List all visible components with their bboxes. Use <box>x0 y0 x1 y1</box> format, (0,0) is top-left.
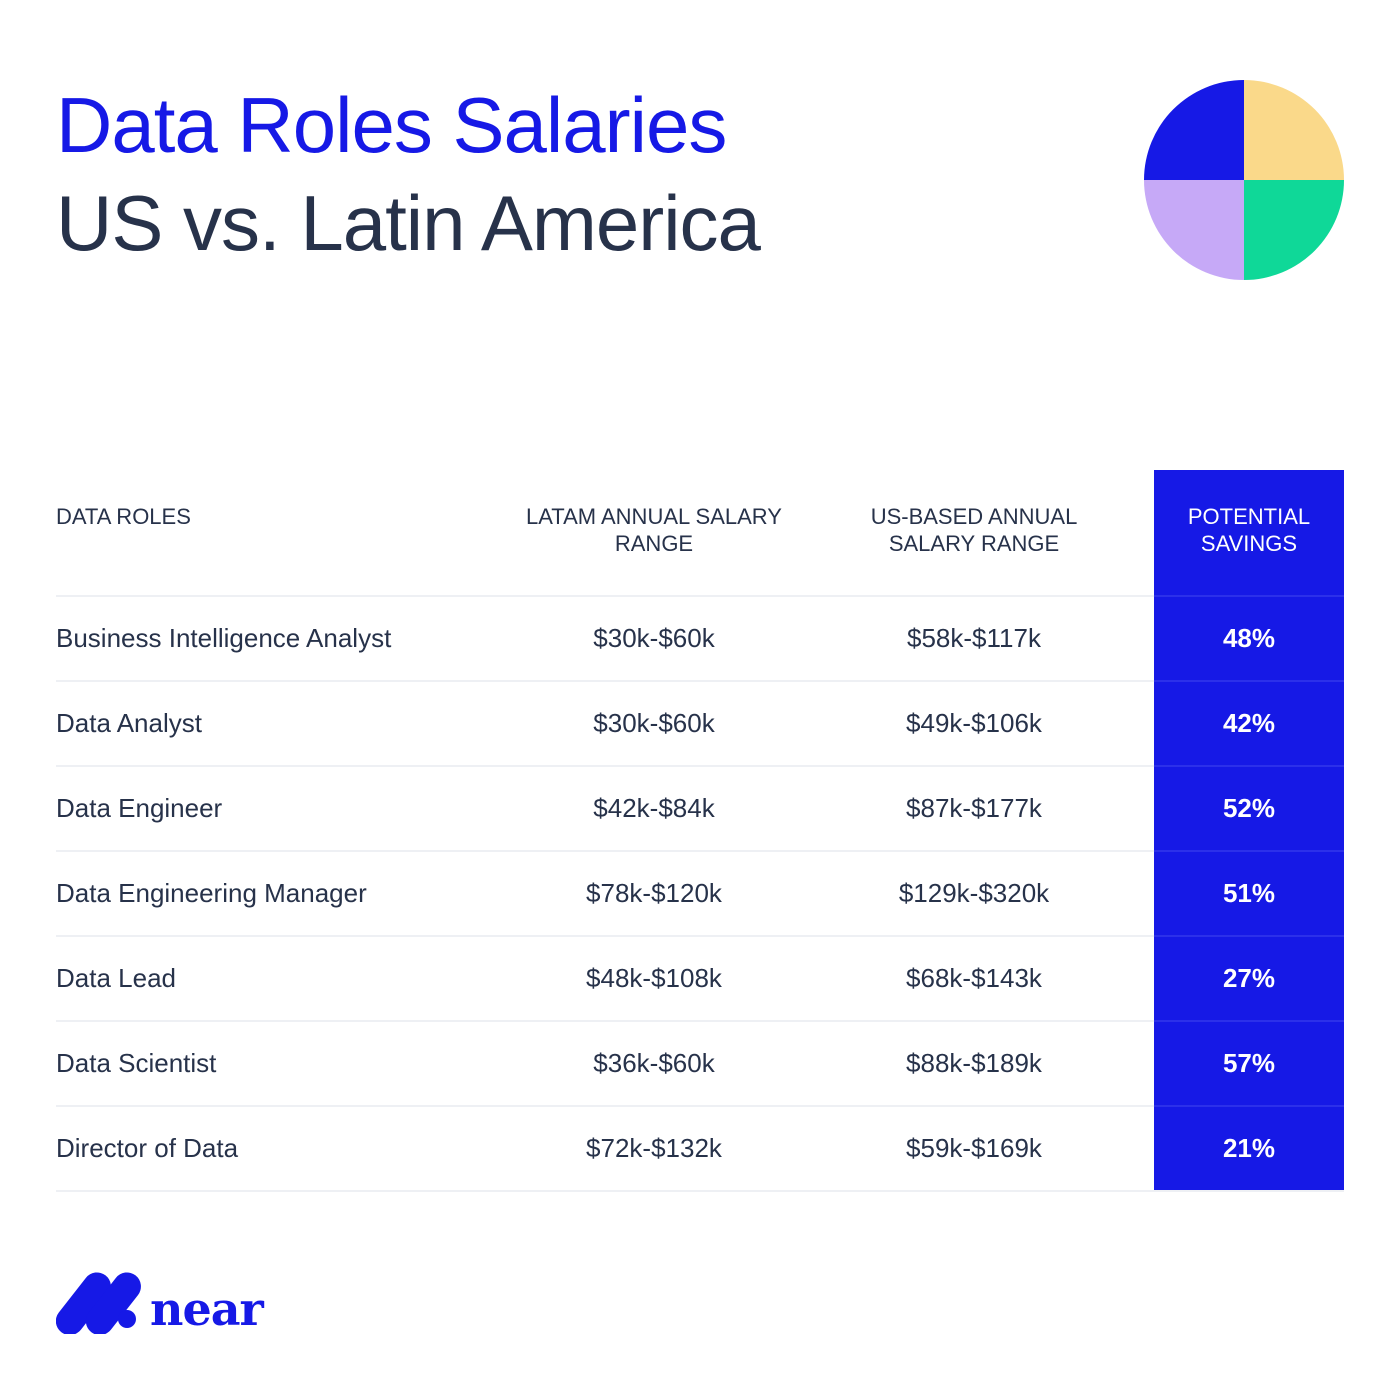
table-row: Business Intelligence Analyst $30k-$60k $5… <box>56 597 1344 682</box>
table-row: Data Engineering Manager $78k-$120k $129k-… <box>56 852 1344 937</box>
cell-potential-savings: 42% <box>1222 708 1276 738</box>
cell-potential-savings: 57% <box>1222 1048 1276 1078</box>
cell-us-salary: $87k-$177k <box>906 793 1042 823</box>
cell-us-salary: $88k-$189k <box>906 1048 1042 1078</box>
header-latam-salary-text: LATAM ANNUAL SALARY RANGE <box>526 504 782 556</box>
near-logo-icon <box>56 1272 141 1334</box>
cell-potential-savings: 52% <box>1222 793 1276 823</box>
cell-role: Data Analyst <box>56 708 202 738</box>
cell-role: Director of Data <box>56 1133 239 1163</box>
cell-potential-savings: 51% <box>1222 878 1276 908</box>
salary-table: DATA ROLES LATAM ANNUAL SALARY RANGE US-… <box>56 470 1344 1192</box>
cell-latam-salary: $30k-$60k <box>593 623 715 653</box>
cell-potential-savings: 21% <box>1222 1133 1276 1163</box>
cell-us-salary: $59k-$169k <box>906 1133 1042 1163</box>
cell-latam-salary: $78k-$120k <box>586 878 722 908</box>
cell-role: Data Lead <box>56 963 176 993</box>
header-data-roles: DATA ROLES <box>56 504 191 529</box>
header-latam-salary: LATAM ANNUAL SALARY RANGE <box>504 470 804 595</box>
cell-role: Data Scientist <box>56 1048 217 1078</box>
table-row: Data Lead $48k-$108k $68k-$143k 27% <box>56 937 1344 1022</box>
near-logo-text: near <box>150 1282 264 1336</box>
cell-us-salary: $129k-$320k <box>898 878 1050 908</box>
header-us-salary: US-BASED ANNUAL SALARY RANGE <box>824 470 1124 595</box>
cell-potential-savings: 27% <box>1222 963 1276 993</box>
cell-latam-salary: $42k-$84k <box>593 793 715 823</box>
table-row: Data Scientist $36k-$60k $88k-$189k 57% <box>56 1022 1344 1107</box>
cell-latam-salary: $36k-$60k <box>593 1048 715 1078</box>
cell-latam-salary: $48k-$108k <box>586 963 722 993</box>
table-row: Data Analyst $30k-$60k $49k-$106k 42% <box>56 682 1344 767</box>
cell-us-salary: $49k-$106k <box>906 708 1042 738</box>
header-potential-savings: POTENTIAL SAVINGS <box>1154 470 1344 595</box>
table-row: Data Engineer $42k-$84k $87k-$177k 52% <box>56 767 1344 852</box>
table-row: Director of Data $72k-$132k $59k-$169k 21% <box>56 1107 1344 1192</box>
cell-potential-savings: 48% <box>1222 623 1276 653</box>
header-us-salary-text: US-BASED ANNUAL SALARY RANGE <box>870 504 1078 556</box>
cell-role: Business Intelligence Analyst <box>56 623 392 653</box>
cell-us-salary: $68k-$143k <box>906 963 1042 993</box>
cell-role: Data Engineer <box>56 793 223 823</box>
cell-us-salary: $58k-$117k <box>907 623 1041 653</box>
header-potential-savings-text: POTENTIAL SAVINGS <box>1187 504 1311 556</box>
title-line-2: US vs. Latin America <box>56 179 761 267</box>
decorative-quarter-circle-icon <box>1144 80 1344 280</box>
title-line-1: Data Roles Salaries <box>56 81 727 169</box>
cell-latam-salary: $72k-$132k <box>586 1133 722 1163</box>
cell-role: Data Engineering Manager <box>56 878 367 908</box>
table-header: DATA ROLES LATAM ANNUAL SALARY RANGE US-… <box>56 470 1344 597</box>
savings-column-highlight <box>1154 470 1344 1191</box>
cell-latam-salary: $30k-$60k <box>593 708 715 738</box>
